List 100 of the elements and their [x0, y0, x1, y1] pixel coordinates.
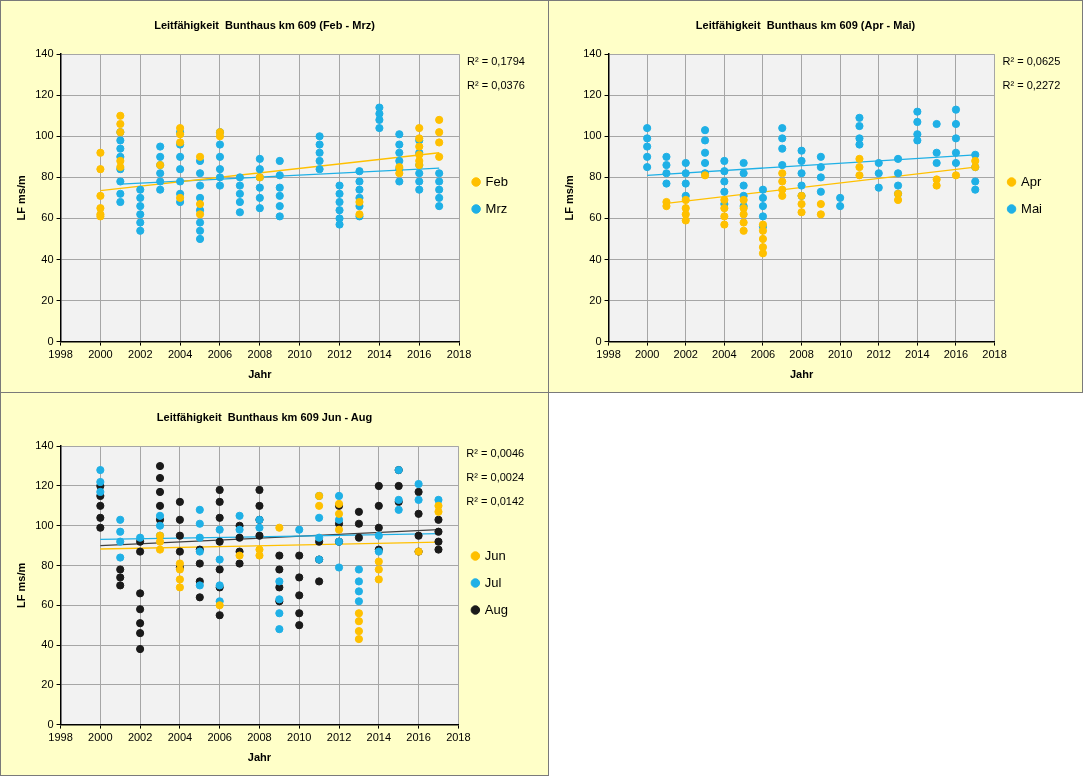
legend-label: Feb [485, 173, 509, 189]
point [315, 513, 324, 522]
point [275, 625, 284, 634]
x-tick-label: 2018 [446, 731, 471, 744]
text: R² = 0,0142 [466, 495, 525, 508]
point [195, 505, 204, 514]
legend-label: Jun [484, 547, 506, 563]
point [354, 577, 364, 586]
x-tick-label: 2016 [407, 348, 432, 361]
y-tick-label: 20 [41, 677, 54, 690]
point [354, 634, 364, 644]
point [315, 501, 324, 510]
point [175, 575, 184, 584]
x-tick-label: 2018 [982, 348, 1007, 361]
legend-label: Mrz [485, 200, 508, 216]
point [758, 234, 768, 244]
point [414, 495, 423, 504]
point [758, 243, 768, 252]
y-tick-label: 20 [589, 293, 602, 306]
y-tick-label: 20 [41, 293, 54, 306]
point [96, 191, 105, 200]
legend-label: Jul [484, 574, 502, 590]
chart-title: Leitfähigkeit Bunthaus km 609 (Apr - Mai) [695, 18, 916, 31]
point [395, 169, 404, 178]
point [855, 154, 864, 163]
x-tick-label: 2018 [446, 348, 472, 361]
point [374, 531, 383, 540]
x-tick-label: 1998 [596, 348, 621, 361]
point [778, 185, 787, 194]
point [215, 601, 224, 610]
point [435, 138, 444, 147]
point [175, 559, 184, 568]
point [116, 111, 125, 120]
y-tick-label: 120 [35, 88, 54, 101]
point [414, 479, 423, 489]
point [215, 555, 224, 564]
point [315, 533, 324, 542]
y-axis-title: LF ms/m [14, 175, 27, 221]
x-tick-label: 2002 [128, 348, 153, 361]
point [720, 195, 729, 205]
x-tick-label: 1998 [48, 348, 73, 361]
point [720, 212, 729, 221]
point [116, 553, 125, 562]
x-tick-label: 2000 [88, 348, 113, 361]
y-axis-title: LF ms/m [562, 175, 575, 221]
point [275, 523, 284, 532]
point [275, 609, 284, 618]
x-tick-label: 2010 [287, 348, 312, 361]
point [155, 521, 165, 530]
y-tick-label: 0 [595, 334, 602, 347]
x-tick-label: 2004 [167, 348, 193, 361]
y-tick-label: 80 [41, 558, 54, 571]
point [255, 523, 264, 532]
x-tick-label: 2016 [943, 348, 969, 361]
x-tick-label: 2006 [207, 731, 232, 744]
point [758, 249, 768, 258]
point [235, 525, 244, 534]
point [96, 465, 105, 475]
y-tick-label: 140 [35, 439, 54, 452]
point [155, 545, 165, 554]
legend-label: Apr [1021, 173, 1042, 189]
y-tick-label: 80 [41, 170, 54, 183]
point [355, 197, 364, 207]
point [374, 565, 383, 574]
x-tick-label: 2000 [88, 731, 113, 744]
point [334, 491, 344, 501]
y-tick-label: 140 [35, 47, 54, 60]
y-tick-label: 120 [583, 88, 602, 101]
y-tick-label: 60 [41, 211, 54, 224]
point [415, 124, 424, 133]
legend-label: Mai [1021, 200, 1043, 216]
y-tick-label: 40 [589, 252, 602, 265]
point [195, 199, 205, 209]
point [435, 128, 444, 137]
point [195, 519, 204, 528]
x-tick-label: 2010 [287, 731, 312, 744]
x-axis-title: Jahr [247, 751, 272, 764]
y-tick-label: 60 [589, 211, 602, 224]
x-tick-label: 2004 [712, 348, 737, 361]
point [739, 195, 748, 205]
y-tick-label: 120 [35, 479, 54, 491]
y-tick-label: 140 [583, 47, 602, 60]
chart-title: Leitfähigkeit Bunthaus km 609 (Feb - Mrz) [154, 18, 376, 31]
text: R² = 0,2272 [1002, 79, 1061, 92]
point [778, 169, 787, 178]
point [136, 533, 145, 542]
point [235, 511, 244, 520]
x-tick-label: 2002 [127, 731, 153, 744]
x-tick-label: 2008 [789, 348, 814, 361]
point [96, 165, 105, 174]
y-tick-label: 80 [589, 170, 602, 183]
x-tick-label: 2014 [367, 348, 392, 361]
point [855, 163, 864, 172]
x-tick-label: 2006 [750, 348, 776, 361]
point [334, 525, 344, 534]
point [739, 218, 748, 227]
point [394, 505, 403, 514]
point [255, 551, 264, 560]
point [354, 597, 364, 606]
y-tick-label: 100 [583, 129, 602, 142]
